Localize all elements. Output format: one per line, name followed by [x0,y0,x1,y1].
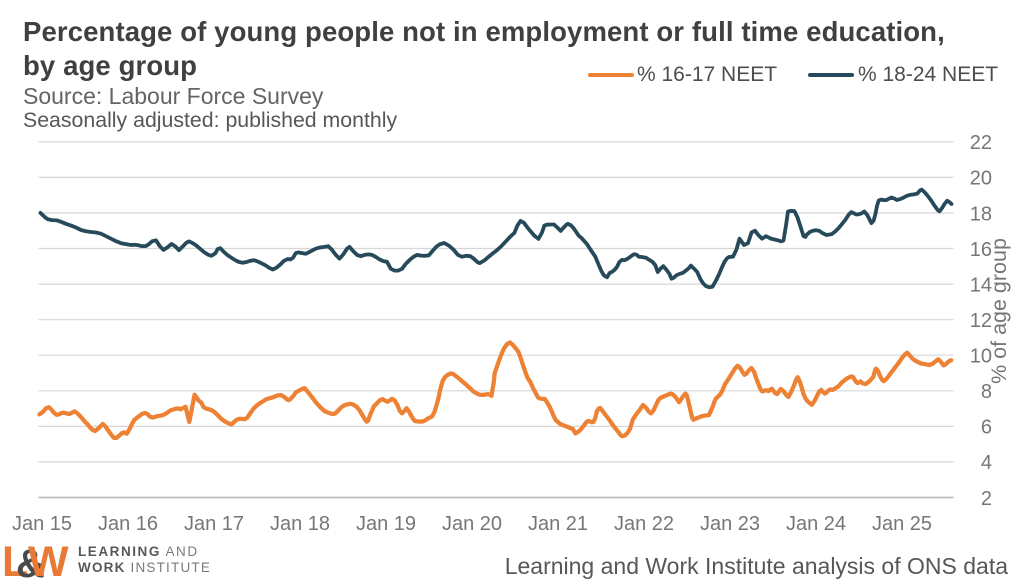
svg-text:Jan 21: Jan 21 [528,513,588,535]
svg-text:Jan 17: Jan 17 [184,513,244,535]
svg-text:Jan 19: Jan 19 [356,513,416,535]
svg-text:16: 16 [970,239,992,261]
svg-text:Jan 18: Jan 18 [270,513,330,535]
svg-text:Jan 15: Jan 15 [12,513,72,535]
svg-text:% of age group: % of age group [987,238,1011,384]
svg-text:6: 6 [981,417,992,439]
svg-text:Jan 22: Jan 22 [614,513,674,535]
svg-text:20: 20 [970,168,992,190]
svg-text:Jan 25: Jan 25 [872,513,932,535]
svg-text:12: 12 [970,310,992,332]
svg-text:Jan 23: Jan 23 [700,513,760,535]
svg-text:18: 18 [970,203,992,225]
svg-text:22: 22 [970,132,992,154]
svg-text:2: 2 [981,488,992,510]
svg-text:14: 14 [970,274,992,296]
svg-text:Jan 16: Jan 16 [98,513,158,535]
svg-text:8: 8 [981,381,992,403]
svg-text:10: 10 [970,346,992,368]
svg-text:Jan 24: Jan 24 [786,513,846,535]
svg-text:Jan 20: Jan 20 [442,513,502,535]
svg-text:4: 4 [981,452,992,474]
